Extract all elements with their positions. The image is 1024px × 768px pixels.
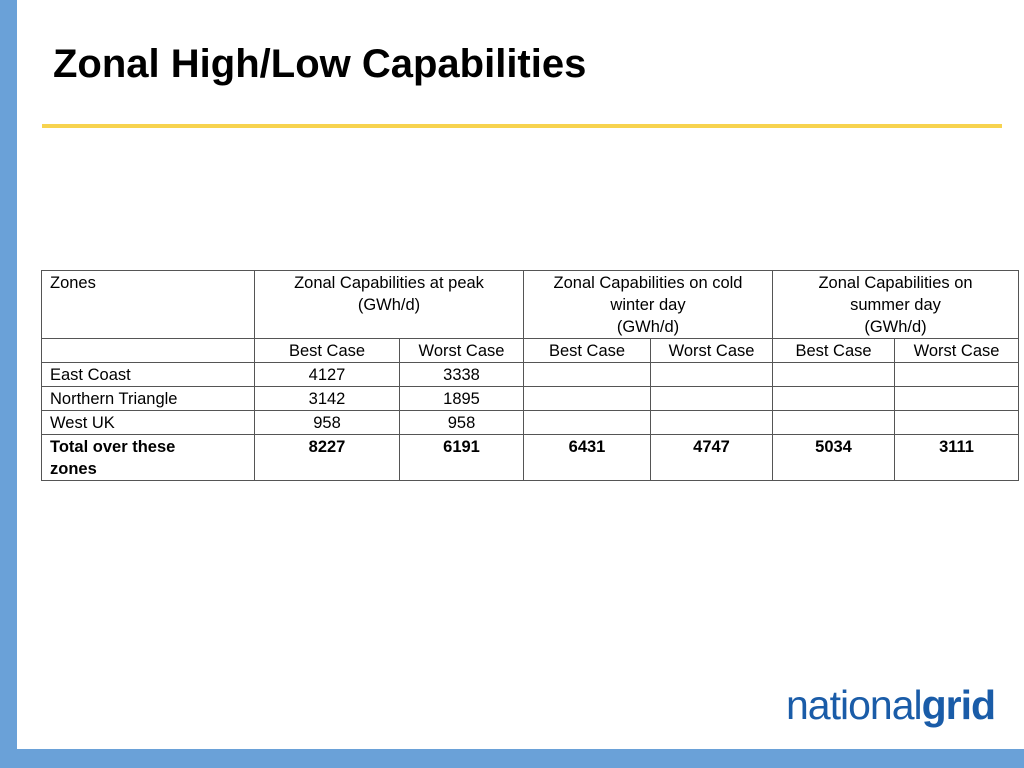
subheader-empty xyxy=(41,338,255,363)
total-peak-worst: 6191 xyxy=(399,434,524,481)
subheader-peak-best: Best Case xyxy=(254,338,400,363)
logo-bold-text: grid xyxy=(921,682,996,728)
total-label-line2: zones xyxy=(50,460,97,478)
subheader-winter-worst: Worst Case xyxy=(649,338,774,363)
winter-worst-value xyxy=(649,410,774,435)
title-divider xyxy=(42,124,1002,128)
winter-worst-value xyxy=(649,386,774,411)
header-winter-line3: (GWh/d) xyxy=(616,318,680,336)
table-row: East Coast 4127 3338 xyxy=(41,362,1020,387)
peak-worst-value: 958 xyxy=(399,410,524,435)
capabilities-table: Zones Zonal Capabilities at peak (GWh/d)… xyxy=(41,270,1020,481)
subheader-summer-worst: Worst Case xyxy=(894,338,1020,363)
logo-light-text: national xyxy=(786,682,923,728)
subheader-winter-best: Best Case xyxy=(523,338,651,363)
slide-title: Zonal High/Low Capabilities xyxy=(53,42,587,86)
peak-worst-value: 3338 xyxy=(399,362,524,387)
summer-worst-value xyxy=(894,362,1020,387)
total-summer-worst: 3111 xyxy=(894,434,1020,481)
zone-name: Northern Triangle xyxy=(41,386,255,411)
winter-best-value xyxy=(523,362,651,387)
total-label-line1: Total over these xyxy=(50,438,176,456)
summer-worst-value xyxy=(894,410,1020,435)
header-winter: Zonal Capabilities on cold winter day (G… xyxy=(522,270,774,339)
summer-best-value xyxy=(772,386,896,411)
table-header-row: Zones Zonal Capabilities at peak (GWh/d)… xyxy=(41,270,1020,339)
total-winter-worst: 4747 xyxy=(649,434,774,481)
national-grid-logo: nationalgrid xyxy=(786,682,996,729)
table-subheader-row: Best Case Worst Case Best Case Worst Cas… xyxy=(41,338,1020,363)
peak-worst-value: 1895 xyxy=(399,386,524,411)
total-peak-best: 8227 xyxy=(254,434,400,481)
zone-name: East Coast xyxy=(41,362,255,387)
peak-best-value: 958 xyxy=(254,410,400,435)
total-summer-best: 5034 xyxy=(772,434,896,481)
left-frame-bar xyxy=(0,0,17,768)
summer-worst-value xyxy=(894,386,1020,411)
header-winter-line1: Zonal Capabilities on cold xyxy=(553,274,743,292)
summer-best-value xyxy=(772,410,896,435)
header-zones: Zones xyxy=(41,270,255,339)
winter-best-value xyxy=(523,386,651,411)
header-peak-line1: Zonal Capabilities at peak xyxy=(294,274,484,292)
summer-best-value xyxy=(772,362,896,387)
winter-best-value xyxy=(523,410,651,435)
header-peak: Zonal Capabilities at peak (GWh/d) xyxy=(254,270,524,339)
bottom-frame-bar xyxy=(0,749,1024,768)
zone-name: West UK xyxy=(41,410,255,435)
table-total-row: Total over these zones 8227 6191 6431 47… xyxy=(41,434,1020,481)
table-row: Northern Triangle 3142 1895 xyxy=(41,386,1020,411)
header-peak-line2: (GWh/d) xyxy=(357,296,421,314)
header-summer-line3: (GWh/d) xyxy=(864,318,927,336)
subheader-summer-best: Best Case xyxy=(772,338,896,363)
total-label: Total over these zones xyxy=(41,434,255,481)
total-winter-best: 6431 xyxy=(523,434,651,481)
table-row: West UK 958 958 xyxy=(41,410,1020,435)
header-winter-line2: winter day xyxy=(610,296,686,314)
subheader-peak-worst: Worst Case xyxy=(399,338,524,363)
header-summer-line1: Zonal Capabilities on xyxy=(818,274,973,292)
peak-best-value: 3142 xyxy=(254,386,400,411)
header-summer-line2: summer day xyxy=(850,296,941,314)
header-summer: Zonal Capabilities on summer day (GWh/d) xyxy=(772,270,1020,339)
peak-best-value: 4127 xyxy=(254,362,400,387)
winter-worst-value xyxy=(649,362,774,387)
